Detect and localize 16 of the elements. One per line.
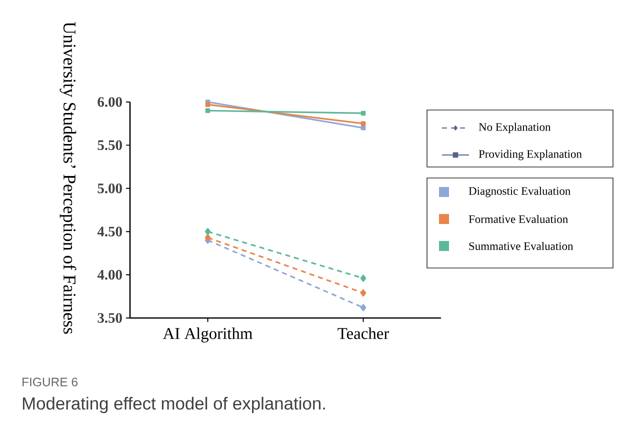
text: Moderating effect model of explanation. xyxy=(22,396,325,414)
y-tick-label: 4.50 xyxy=(97,226,122,236)
text: Diagnostic Evaluation xyxy=(468,186,570,198)
x-tick-label: AI Algorithm xyxy=(162,328,252,342)
text: Summative Evaluation xyxy=(469,242,574,250)
y-tick-label: 6.00 xyxy=(98,97,122,107)
x-tick-label: Teacher xyxy=(338,328,390,340)
y-tick-label: 5.50 xyxy=(98,140,122,150)
y-tick-label: 4.00 xyxy=(97,270,122,280)
y-tick-label: 3.50 xyxy=(98,313,122,323)
text: No Explanation xyxy=(478,122,551,134)
y-tick-label: 5.00 xyxy=(98,183,122,194)
text: FIGURE 6 xyxy=(22,378,78,386)
text: Providing Explanation xyxy=(478,150,582,160)
y-axis-title: University Students’ Perception of Fairness xyxy=(60,22,76,334)
text: Formative Evaluation xyxy=(468,214,568,224)
